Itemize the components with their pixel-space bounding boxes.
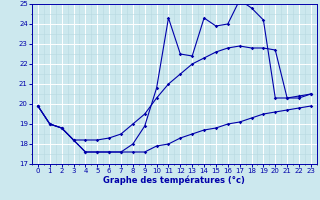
X-axis label: Graphe des températures (°c): Graphe des températures (°c): [103, 176, 245, 185]
